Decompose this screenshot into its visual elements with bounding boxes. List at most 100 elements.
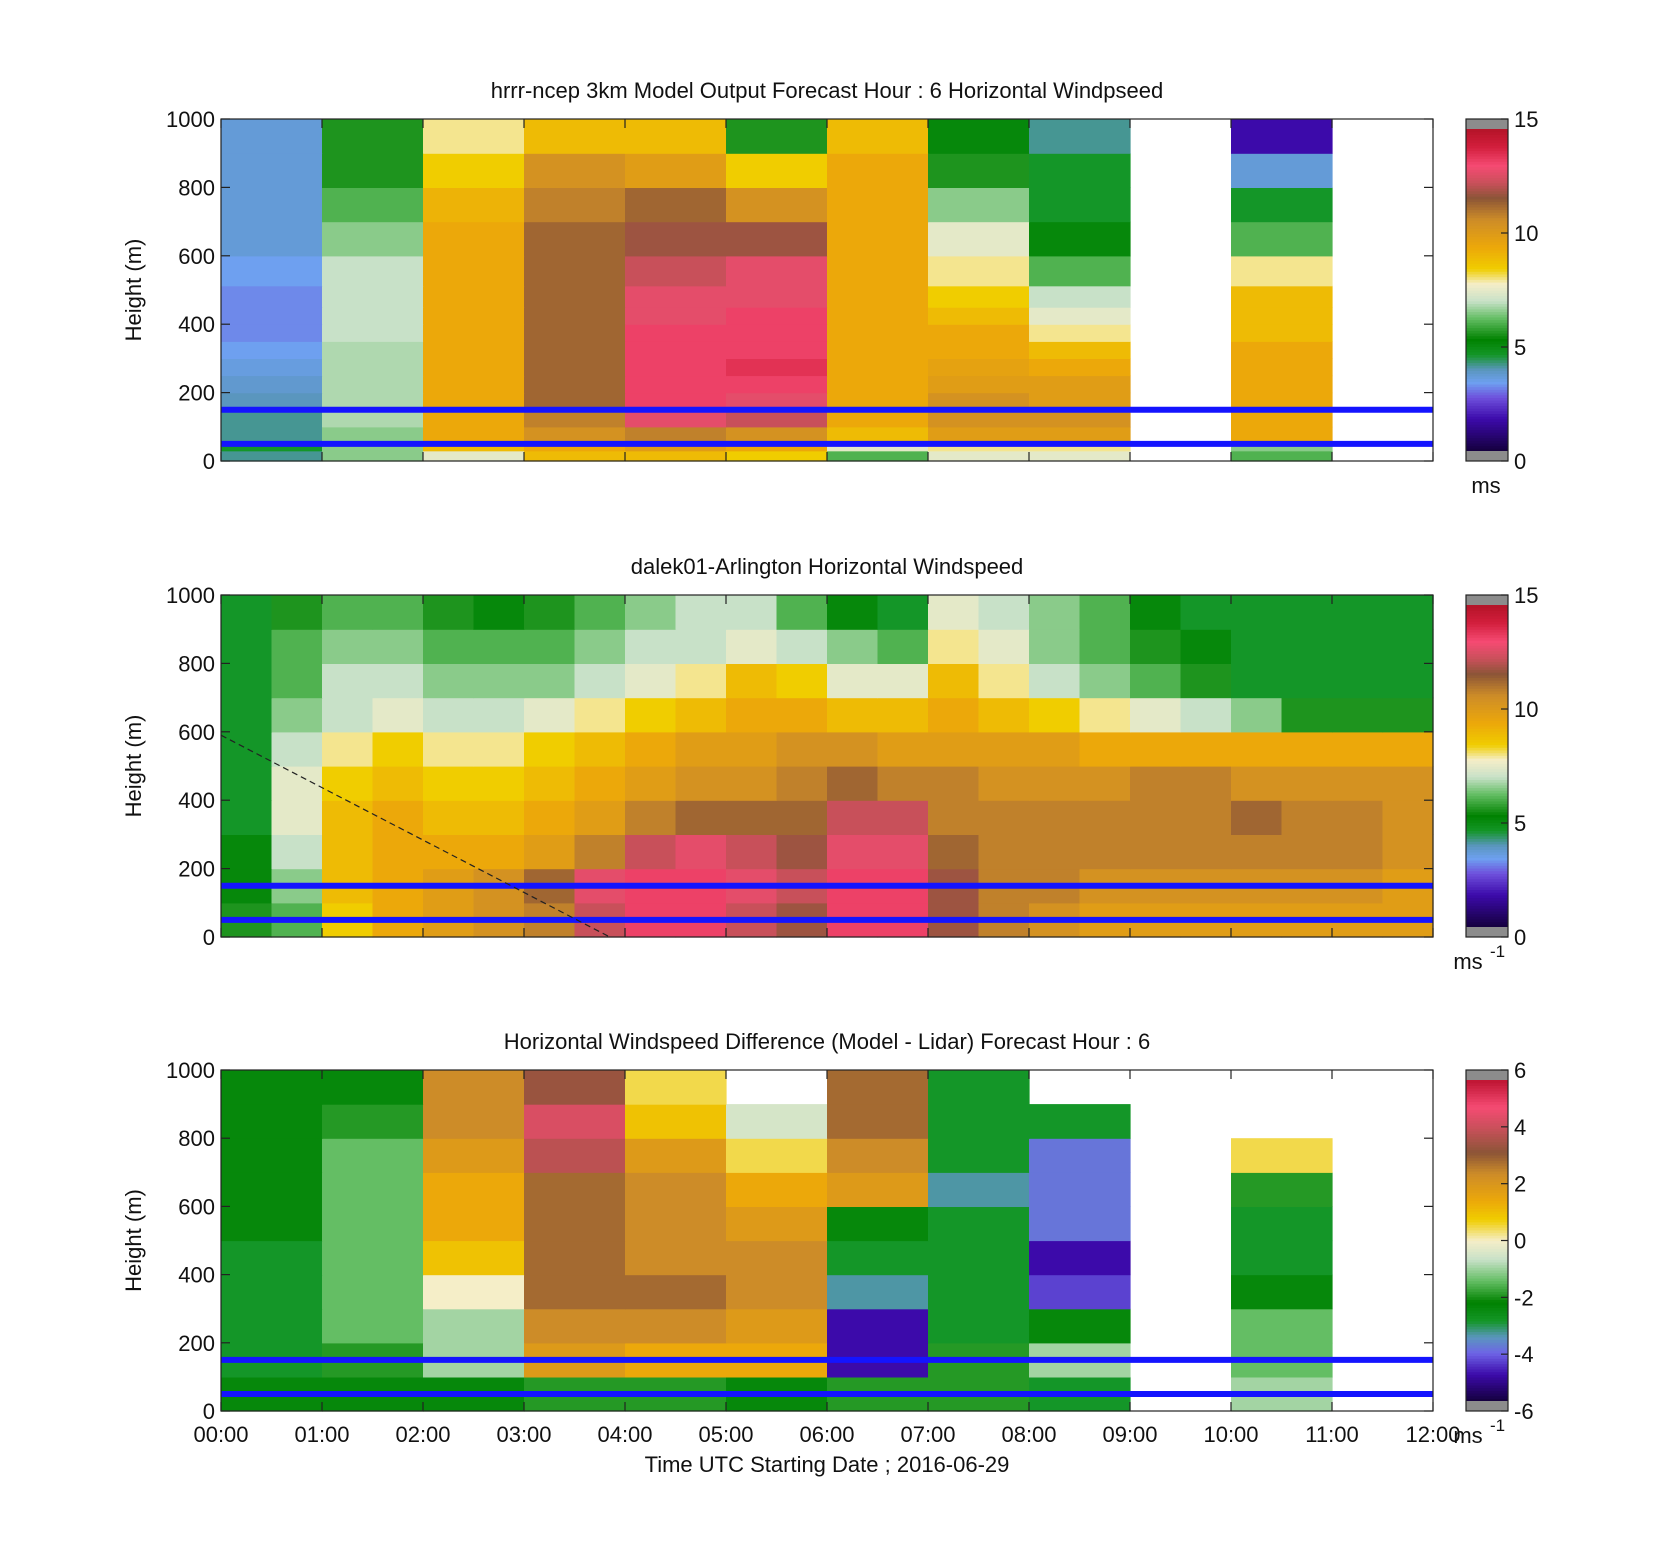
heatmap-cell: [625, 119, 727, 154]
heatmap-cell: [726, 697, 778, 733]
heatmap-cell: [524, 834, 576, 870]
heatmap-cell: [473, 800, 525, 835]
colorbar-band: [1466, 1096, 1508, 1100]
panel-3: 0 200 400 600 800 1000 00:00 01:00 02:00 03:00 04:…: [121, 1029, 1534, 1477]
colorbar-band: [1466, 1272, 1508, 1276]
heatmap-cell: [625, 1206, 727, 1242]
heatmap-cell: [625, 409, 727, 428]
heatmap-cell: [524, 1206, 626, 1242]
heatmap-cell: [1231, 766, 1283, 801]
x-tick-label: 04:00: [597, 1422, 652, 1447]
colorbar-band: [1466, 354, 1508, 358]
colorbar-band: [1466, 188, 1508, 192]
heatmap-cell: [221, 187, 323, 223]
colorbar-band: [1466, 1138, 1508, 1143]
chart-title: dalek01-Arlington Horizontal Windspeed: [631, 554, 1024, 579]
colorbar-band: [1466, 741, 1508, 746]
colorbar-band: [1466, 1302, 1508, 1306]
heatmap-cell: [1130, 663, 1182, 699]
x-tick-label: 02:00: [395, 1422, 450, 1447]
heatmap-cell: [1029, 450, 1131, 462]
heatmap-cell: [322, 731, 374, 767]
y-tick-label: 400: [178, 312, 215, 337]
heatmap-cell: [1382, 731, 1434, 767]
heatmap-cell: [776, 731, 828, 767]
heatmap-cell: [1180, 834, 1232, 870]
heatmap-cell: [221, 1070, 323, 1105]
colorbar: 0 5 10 15 ms -1: [1453, 583, 1538, 974]
colorbar-band: [1466, 1307, 1508, 1311]
heatmap-cell: [322, 221, 424, 257]
colorbar-band: [1466, 1291, 1508, 1295]
colorbar-band: [1466, 1211, 1508, 1215]
colorbar-band: [1466, 889, 1508, 893]
heatmap-cell: [221, 1206, 323, 1242]
colorbar-band: [1466, 185, 1508, 189]
heatmap-cell: [524, 1070, 626, 1105]
heatmap-cell: [978, 834, 1030, 870]
colorbar-band: [1466, 771, 1508, 775]
colorbar-band: [1466, 862, 1508, 866]
colorbar-band: [1466, 1296, 1508, 1300]
heatmap-cell: [524, 307, 626, 325]
heatmap-cell: [1231, 663, 1283, 699]
heatmap-cell: [322, 834, 374, 870]
colorbar-band: [1466, 332, 1508, 337]
heatmap-cell: [877, 800, 929, 835]
heatmap-cell: [221, 1240, 323, 1276]
heatmap-cell: [423, 375, 525, 394]
colorbar-band: [1466, 774, 1508, 778]
heatmap-cell: [978, 595, 1030, 630]
colorbar-band: [1466, 290, 1508, 294]
colorbar-band: [1466, 1157, 1508, 1161]
colorbar-band: [1466, 1323, 1508, 1327]
heatmap-cell: [726, 307, 828, 325]
heatmap-cell: [1029, 221, 1131, 257]
colorbar-band: [1466, 859, 1508, 864]
colorbar-band: [1466, 1106, 1508, 1111]
heatmap-cell: [726, 153, 828, 188]
colorbar-band: [1466, 615, 1508, 620]
colorbar-band: [1466, 736, 1508, 740]
colorbar-band: [1466, 870, 1508, 874]
heatmap-cell: [372, 731, 424, 767]
colorbar-band: [1466, 884, 1508, 888]
colorbar-tick-label: 4: [1514, 1115, 1526, 1140]
colorbar-band: [1466, 335, 1508, 339]
colorbar-band: [1466, 201, 1508, 205]
heatmap-cell: [221, 1138, 323, 1173]
colorbar-band: [1466, 400, 1508, 404]
heatmap-cell: [1231, 307, 1333, 325]
colorbar-band: [1466, 179, 1508, 184]
heatmap-cell: [675, 697, 727, 733]
heatmap-cell: [928, 1308, 1030, 1344]
heatmap-cell: [322, 1138, 424, 1173]
colorbar-tick-label: 0: [1514, 449, 1526, 474]
heatmap-cell: [322, 187, 424, 223]
heatmap-cell: [827, 1104, 929, 1139]
colorbar-band: [1466, 349, 1508, 353]
heatmap-cell: [827, 800, 879, 835]
heatmap-cell: [423, 341, 525, 359]
colorbar-band: [1466, 894, 1508, 899]
heatmap-cell: [221, 1172, 323, 1207]
heatmap-cell: [1231, 187, 1333, 223]
heatmap-cell: [827, 697, 879, 733]
heatmap-cell: [928, 153, 1030, 188]
y-tick-label: 200: [178, 857, 215, 882]
heatmap-cell: [423, 153, 525, 188]
heatmap-cell: [1029, 697, 1081, 733]
colorbar-band: [1466, 717, 1508, 721]
heatmap-cell: [625, 697, 677, 733]
colorbar-band: [1466, 792, 1508, 797]
heatmap-cell: [221, 426, 323, 442]
heatmap-cell: [322, 1274, 424, 1310]
heatmap-cell: [1281, 629, 1333, 664]
colorbar-band: [1466, 605, 1508, 609]
colorbar-band: [1466, 263, 1508, 267]
colorbar-band: [1466, 330, 1508, 334]
heatmap-cell: [726, 766, 778, 801]
colorbar-band: [1466, 749, 1508, 754]
colorbar-band: [1466, 397, 1508, 401]
heatmap-cell: [1231, 731, 1283, 767]
